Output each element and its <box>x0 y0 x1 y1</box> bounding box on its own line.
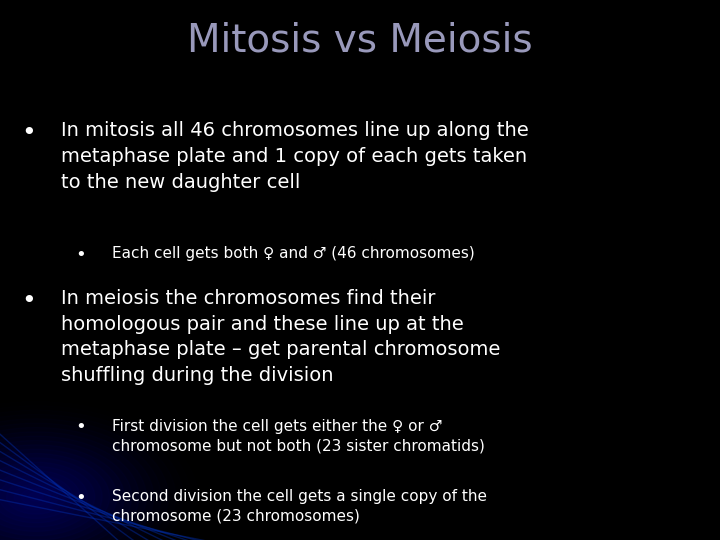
Polygon shape <box>14 484 58 510</box>
Polygon shape <box>0 458 102 536</box>
Polygon shape <box>22 488 50 505</box>
Polygon shape <box>0 445 124 540</box>
Text: Each cell gets both ♀ and ♂ (46 chromosomes): Each cell gets both ♀ and ♂ (46 chromoso… <box>112 246 474 261</box>
Polygon shape <box>0 467 87 527</box>
Text: •: • <box>76 246 86 264</box>
Text: •: • <box>22 289 36 313</box>
Polygon shape <box>0 441 132 540</box>
Text: First division the cell gets either the ♀ or ♂
chromosome but not both (23 siste: First division the cell gets either the … <box>112 418 485 453</box>
Text: •: • <box>76 489 86 507</box>
Text: •: • <box>22 122 36 145</box>
Polygon shape <box>0 471 80 523</box>
Polygon shape <box>0 475 73 518</box>
Text: Mitosis vs Meiosis: Mitosis vs Meiosis <box>187 22 533 59</box>
Polygon shape <box>6 480 66 514</box>
Polygon shape <box>0 462 95 531</box>
Polygon shape <box>0 432 146 540</box>
Text: In mitosis all 46 chromosomes line up along the
metaphase plate and 1 copy of ea: In mitosis all 46 chromosomes line up al… <box>61 122 529 192</box>
Text: In meiosis the chromosomes find their
homologous pair and these line up at the
m: In meiosis the chromosomes find their ho… <box>61 289 500 385</box>
Polygon shape <box>0 449 117 540</box>
Polygon shape <box>0 454 109 540</box>
Text: •: • <box>76 418 86 436</box>
Polygon shape <box>0 436 139 540</box>
Text: Second division the cell gets a single copy of the
chromosome (23 chromosomes): Second division the cell gets a single c… <box>112 489 487 523</box>
Polygon shape <box>29 492 43 501</box>
